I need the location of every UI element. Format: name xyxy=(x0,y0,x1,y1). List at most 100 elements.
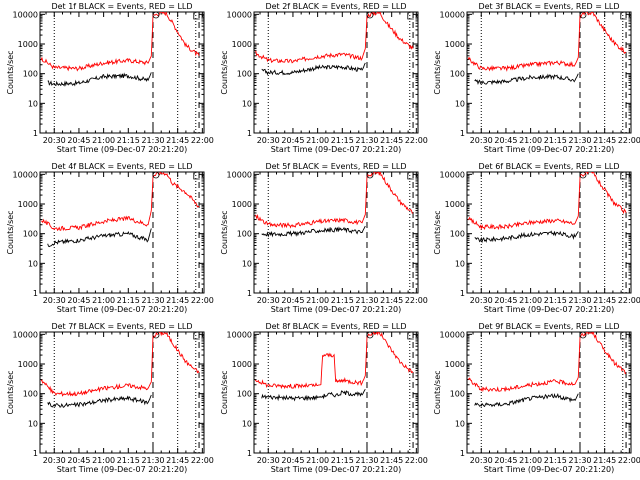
x-tick-label: 21:15 xyxy=(331,136,354,145)
y-tick-label: 10 xyxy=(242,99,252,108)
x-tick-label: 21:45 xyxy=(593,296,616,305)
y-tick-label: 1000 xyxy=(445,200,465,209)
flare-marker-circle xyxy=(579,331,587,339)
x-tick-label: 22:00 xyxy=(405,296,428,305)
x-tick-label: 22:00 xyxy=(191,456,214,465)
y-tick-label: 10 xyxy=(455,99,465,108)
y-axis-label: Counts/sec xyxy=(6,370,15,414)
y-tick-label: 100 xyxy=(450,70,465,79)
x-tick-label: 21:30 xyxy=(141,136,164,145)
x-tick-label: 22:00 xyxy=(405,456,428,465)
x-tick-label: 21:30 xyxy=(355,136,378,145)
y-tick-label: 10 xyxy=(28,259,38,268)
x-axis-label: Start Time (09-Dec-07 20:21:20) xyxy=(271,305,402,314)
x-tick-label: 21:45 xyxy=(593,136,616,145)
x-tick-label: 20:45 xyxy=(67,296,90,305)
x-tick-label: 21:15 xyxy=(331,456,354,465)
detector-panel-2: Det 2f BLACK = Events, RED = LLD 1 10 100 10… xyxy=(220,2,428,154)
series-lld-line xyxy=(467,172,627,231)
flare-marker-circle xyxy=(579,171,587,179)
plot-frame xyxy=(253,331,419,454)
series-events-line xyxy=(47,72,152,87)
x-tick-label: 20:45 xyxy=(494,296,517,305)
x-tick-label: 20:30 xyxy=(470,296,493,305)
y-tick-label: 10000 xyxy=(440,170,465,179)
x-axis-label: Start Time (09-Dec-07 20:21:20) xyxy=(484,465,615,474)
y-axis-label: Counts/sec xyxy=(6,210,15,254)
x-tick-label: 21:00 xyxy=(92,296,115,305)
series-events-line xyxy=(261,389,366,402)
detector-panel-9: Det 9f BLACK = Events, RED = LLD 1 10 100 10… xyxy=(433,322,640,474)
x-tick-label: 20:30 xyxy=(257,456,280,465)
panel-title: Det 7f BLACK = Events, RED = LLD xyxy=(51,322,192,331)
plot-frame xyxy=(466,331,632,454)
x-tick-label: 22:00 xyxy=(191,296,214,305)
panel-title: Det 3f BLACK = Events, RED = LLD xyxy=(478,2,619,11)
flare-marker-circle xyxy=(152,331,160,339)
detector-panel-8: Det 8f BLACK = Events, RED = LLD 1 10 100 10… xyxy=(220,322,428,474)
saa-marker-bracket xyxy=(407,13,414,20)
flare-marker-circle xyxy=(366,11,374,19)
x-tick-label: 20:45 xyxy=(281,296,304,305)
panel-title: Det 5f BLACK = Events, RED = LLD xyxy=(265,162,406,171)
x-tick-label: 22:00 xyxy=(191,136,214,145)
series-lld-line xyxy=(40,332,200,397)
flare-marker-circle xyxy=(152,11,160,19)
y-tick-label: 100 xyxy=(450,230,465,239)
saa-marker-bracket xyxy=(407,173,414,180)
x-axis-label: Start Time (09-Dec-07 20:21:20) xyxy=(484,305,615,314)
series-lld-line xyxy=(467,332,627,393)
y-axis-label: Counts/sec xyxy=(6,50,15,94)
y-axis-label: Counts/sec xyxy=(220,210,229,254)
y-axis-label: Counts/sec xyxy=(433,370,442,414)
plot-frame xyxy=(39,171,205,294)
series-events-line xyxy=(47,394,152,408)
x-tick-label: 21:30 xyxy=(568,296,591,305)
x-tick-label: 21:00 xyxy=(306,296,329,305)
panel-title: Det 9f BLACK = Events, RED = LLD xyxy=(478,322,619,331)
saa-marker-bracket xyxy=(620,173,627,180)
y-tick-label: 1000 xyxy=(232,40,252,49)
y-tick-label: 10 xyxy=(455,259,465,268)
plot-frame xyxy=(39,11,205,134)
saa-marker-bracket xyxy=(193,173,200,180)
saa-marker-bracket xyxy=(620,333,627,340)
y-tick-label: 10 xyxy=(242,419,252,428)
saa-marker-bracket xyxy=(620,13,627,20)
x-tick-label: 21:15 xyxy=(117,456,140,465)
x-tick-label: 21:30 xyxy=(141,296,164,305)
y-tick-label: 1 xyxy=(460,129,465,138)
x-axis-label: Start Time (09-Dec-07 20:21:20) xyxy=(57,145,188,154)
detector-panel-7: Det 7f BLACK = Events, RED = LLD 1 10 100 10… xyxy=(6,322,214,474)
x-tick-label: 20:30 xyxy=(257,136,280,145)
x-tick-label: 20:45 xyxy=(494,136,517,145)
x-tick-label: 21:45 xyxy=(593,456,616,465)
y-tick-label: 10 xyxy=(455,419,465,428)
plot-frame xyxy=(466,171,632,294)
y-tick-label: 1000 xyxy=(18,200,38,209)
x-tick-label: 21:30 xyxy=(141,456,164,465)
flare-marker-circle xyxy=(366,171,374,179)
y-tick-label: 100 xyxy=(450,390,465,399)
x-tick-label: 21:45 xyxy=(380,296,403,305)
detector-panel-1: Det 1f BLACK = Events, RED = LLD 1 10 100 10… xyxy=(6,2,214,154)
y-tick-label: 1 xyxy=(247,289,252,298)
x-axis-label: Start Time (09-Dec-07 20:21:20) xyxy=(484,145,615,154)
y-tick-label: 10000 xyxy=(440,330,465,339)
y-tick-label: 100 xyxy=(237,390,252,399)
x-tick-label: 21:15 xyxy=(117,296,140,305)
y-tick-label: 1000 xyxy=(445,360,465,369)
x-tick-label: 20:45 xyxy=(67,456,90,465)
y-tick-label: 10000 xyxy=(227,330,252,339)
series-events-line xyxy=(47,228,152,248)
y-tick-label: 1 xyxy=(33,129,38,138)
x-tick-label: 21:15 xyxy=(117,136,140,145)
x-tick-label: 20:45 xyxy=(494,456,517,465)
y-tick-label: 10000 xyxy=(227,10,252,19)
x-tick-label: 21:00 xyxy=(92,136,115,145)
x-tick-label: 21:00 xyxy=(519,456,542,465)
y-axis-label: Counts/sec xyxy=(220,370,229,414)
x-tick-label: 22:00 xyxy=(618,456,640,465)
y-axis-label: Counts/sec xyxy=(220,50,229,94)
